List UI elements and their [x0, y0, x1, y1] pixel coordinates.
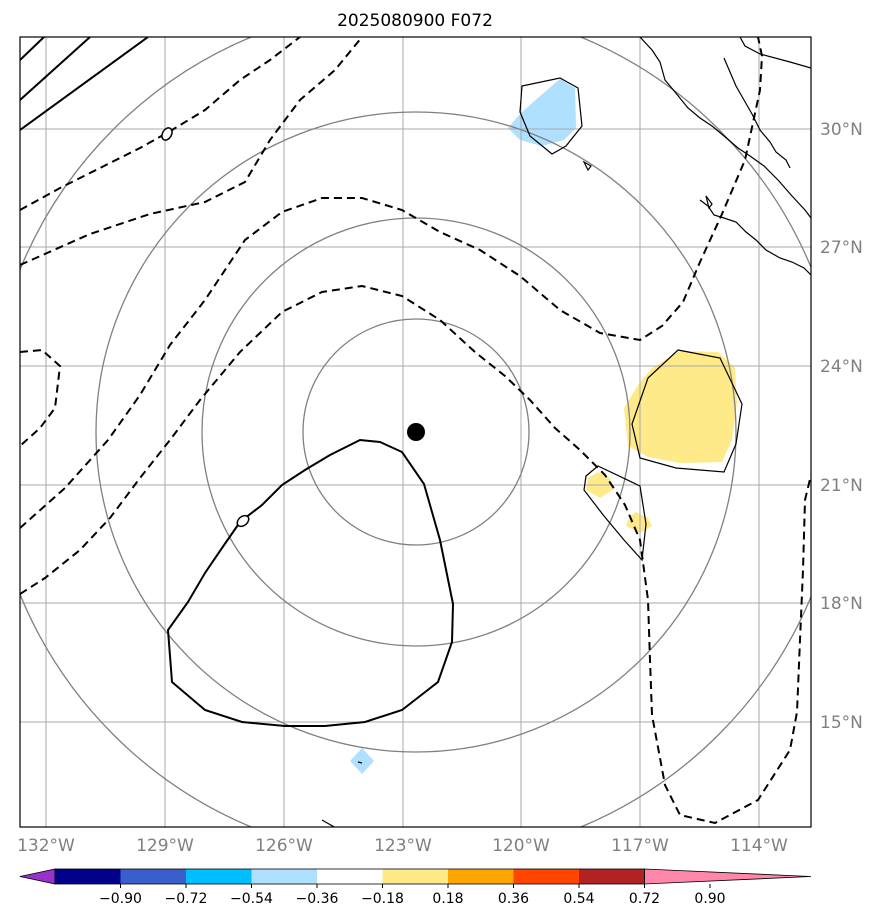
contour-label-marker [236, 514, 250, 528]
lat-label: 24°N [820, 357, 863, 377]
colorbar-tick-label: −0.72 [165, 891, 208, 907]
colorbar-tick-label: 0.18 [432, 891, 463, 907]
colorbar-outline [54, 868, 645, 885]
colorbar-tick-label: 0.90 [694, 891, 725, 907]
colorbar-tick-label: 0.54 [563, 891, 594, 907]
latitude-labels: 30°N 27°N 24°N 21°N 18°N 15°N [820, 120, 863, 733]
storm-center-marker [407, 423, 425, 441]
map-title: 2025080900 F072 [337, 11, 493, 31]
lon-label: 126°W [255, 836, 313, 856]
lon-label: 117°W [611, 836, 669, 856]
lat-label: 30°N [820, 120, 863, 140]
colorbar-tick-label: 0.36 [498, 891, 529, 907]
colorbar-segment [382, 869, 449, 884]
colorbar-segment [186, 869, 252, 884]
colorbar-extend-low [19, 868, 56, 885]
colorbar-tick-label: −0.36 [296, 891, 339, 907]
contour-label-marker [161, 127, 173, 141]
colorbar-segment [579, 869, 645, 884]
lat-label: 21°N [820, 476, 863, 496]
lat-label: 15°N [820, 713, 863, 733]
colorbar-extend-high [644, 868, 812, 885]
colorbar-segment [317, 869, 383, 884]
colorbar-tick-label: −0.18 [361, 891, 404, 907]
colorbar-segment [55, 869, 121, 884]
lon-label: 123°W [374, 836, 432, 856]
colorbar-tick-label: −0.54 [230, 891, 273, 907]
colorbar-segment [251, 869, 318, 884]
lat-label: 18°N [820, 594, 863, 614]
lon-label: 120°W [492, 836, 550, 856]
lon-label: 129°W [136, 836, 194, 856]
lon-label: 114°W [730, 836, 788, 856]
graticule [20, 37, 811, 827]
positive-anomaly-fill [586, 351, 737, 533]
colorbar-tick-label: −0.90 [99, 891, 142, 907]
colorbar-tick-label: 0.72 [629, 891, 660, 907]
lon-label: 132°W [17, 836, 75, 856]
colorbar-segment [448, 869, 514, 884]
contour-labels: 0 0 [161, 127, 250, 528]
colorbar-segment [120, 869, 187, 884]
map-panel: 0 0 [20, 37, 811, 827]
colorbar: −0.90 −0.72 −0.54 −0.36 −0.18 0.18 0.36 0.54 0.7… [19, 868, 812, 907]
longitude-labels: 132°W 129°W 126°W 123°W 120°W 117°W 114°… [17, 836, 788, 856]
colorbar-segment [513, 869, 580, 884]
lat-label: 27°N [820, 238, 863, 258]
map-frame [19, 36, 812, 828]
